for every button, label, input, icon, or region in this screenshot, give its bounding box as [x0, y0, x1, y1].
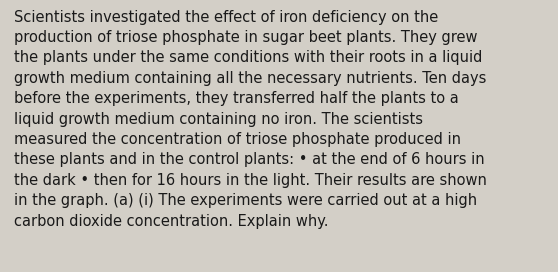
- Text: Scientists investigated the effect of iron deficiency on the
production of trios: Scientists investigated the effect of ir…: [14, 10, 487, 228]
